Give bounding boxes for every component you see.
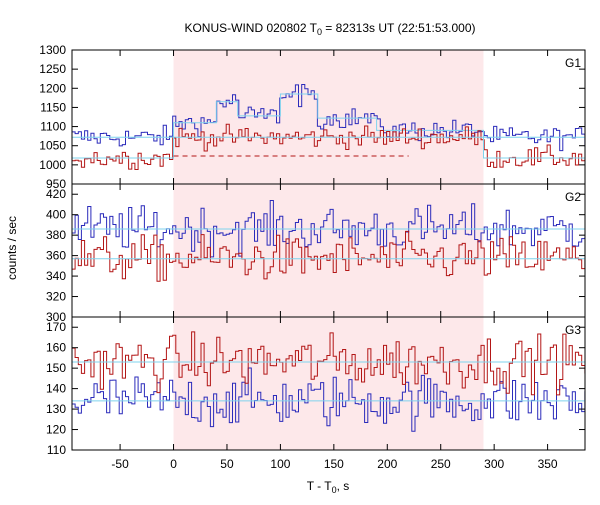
y-tick-label: 1250 <box>39 62 66 76</box>
y-tick-label: 160 <box>46 341 66 355</box>
series-red-g2 <box>72 230 586 282</box>
chart-title: KONUS-WIND 020802 T0 = 82313s UT (22:51:… <box>184 21 475 37</box>
y-tick-label: 340 <box>46 269 66 283</box>
x-tick-label: 200 <box>377 457 397 471</box>
y-tick-label: 300 <box>46 310 66 324</box>
panel-label-g3: G3 <box>565 323 581 337</box>
interval-shade-g2 <box>173 184 484 317</box>
series-blue-g1 <box>72 84 586 152</box>
y-tick-label: 120 <box>46 423 66 437</box>
y-tick-label: 380 <box>46 228 66 242</box>
y-tick-label: 110 <box>47 443 66 457</box>
x-axis-label: T - T0, s <box>307 479 350 495</box>
x-tick-label: 100 <box>270 457 290 471</box>
series-red-g1 <box>72 123 586 170</box>
y-tick-label: 150 <box>46 361 66 375</box>
x-tick-label: -50 <box>111 457 129 471</box>
series-blue-g3 <box>72 367 586 432</box>
frames-layer: 9501000105011001150120012501300G13003203… <box>39 43 586 471</box>
x-tick-label: 150 <box>324 457 344 471</box>
x-tick-label: 50 <box>220 457 234 471</box>
y-tick-label: 1050 <box>39 139 66 153</box>
y-tick-label: 130 <box>46 402 66 416</box>
series-blue-g2 <box>72 200 586 258</box>
panel-frame-g3 <box>71 316 586 451</box>
y-tick-label: 420 <box>46 187 66 201</box>
y-tick-label: 400 <box>46 208 66 222</box>
shading-layer <box>173 50 484 450</box>
y-tick-label: 1300 <box>39 43 66 57</box>
y-tick-label: 140 <box>46 382 66 396</box>
series-red-g3 <box>72 331 586 396</box>
y-tick-label: 1000 <box>39 158 66 172</box>
x-tick-label: 250 <box>431 457 451 471</box>
fit-red-g1 <box>72 136 585 159</box>
interval-shade-g3 <box>173 317 484 450</box>
series-layer <box>72 84 586 432</box>
labels-layer: KONUS-WIND 020802 T0 = 82313s UT (22:51:… <box>5 21 476 495</box>
y-axis-label: counts / sec <box>5 216 19 280</box>
y-tick-label: 360 <box>46 249 66 263</box>
y-tick-label: 950 <box>46 177 66 191</box>
panel-label-g2: G2 <box>565 190 581 204</box>
x-tick-label: 300 <box>484 457 504 471</box>
x-tick-label: 350 <box>538 457 558 471</box>
fit-blue-g1 <box>72 93 585 138</box>
panel-label-g1: G1 <box>565 56 581 70</box>
x-tick-label: 0 <box>170 457 177 471</box>
y-tick-label: 320 <box>46 290 66 304</box>
y-tick-label: 1100 <box>40 120 66 134</box>
y-tick-label: 170 <box>46 320 66 334</box>
y-tick-label: 1150 <box>40 100 66 114</box>
y-tick-label: 1200 <box>39 81 66 95</box>
